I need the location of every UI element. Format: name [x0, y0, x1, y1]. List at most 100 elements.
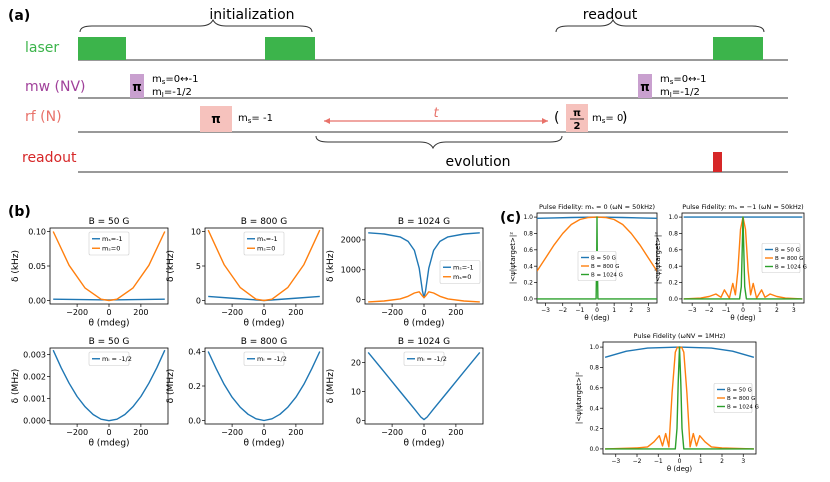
- legend-box: [577, 250, 617, 282]
- y-tick-label: 0.4: [589, 405, 599, 412]
- panel-c-label: (c): [500, 210, 521, 226]
- legend-label: mᵢ = -1/2: [102, 355, 132, 363]
- legend-box: [88, 231, 130, 256]
- y-tick-label: 0.8: [523, 231, 533, 238]
- legend-label: B = 800 G: [775, 256, 803, 262]
- chart-title: Pulse Fidelity: mₛ = 0 (ωN = 50kHz): [539, 203, 655, 211]
- legend-label: mₛ=0: [257, 245, 275, 253]
- x-tick-label: −200: [221, 428, 243, 437]
- x-tick-label: −3: [688, 307, 697, 314]
- y-tick-label: 0.4: [668, 263, 678, 270]
- x-tick-label: −2: [558, 307, 567, 314]
- row-label-laser: laser: [25, 40, 59, 56]
- chart-title: B = 50 G: [89, 337, 130, 347]
- x-axis-label: θ (mdeg): [403, 439, 444, 449]
- y-tick-label: 0.2: [668, 280, 678, 287]
- x-tick-label: 2: [720, 458, 724, 465]
- chart-b-50g-khz: B = 50 G −200 0 200 0.00 0.05 0.10 θ (mdeg) δ (k…: [11, 217, 169, 329]
- y-tick-label: 10: [351, 387, 361, 396]
- series-group: [207, 229, 321, 302]
- y-axis-label: δ (MHz): [166, 369, 176, 404]
- chart-b-800g-khz: B = 800 G −200 0 200 0 5 10 θ (mdeg) δ (kHz) mₛ=-…: [166, 217, 324, 329]
- x-tick-label: 0: [678, 458, 682, 465]
- x-tick-label: −2: [633, 458, 642, 465]
- half-pi-den: 2: [574, 121, 581, 132]
- y-axis-label: δ (kHz): [166, 250, 176, 282]
- legend-box: [761, 242, 801, 274]
- panel-a: (a) initialization readout laser mw (NV)…: [8, 7, 788, 173]
- series-line: [52, 349, 166, 422]
- series-line: [605, 346, 754, 450]
- chart-b-50g-mhz: B = 50 G −200 0 200 0.000 0.001 0.002 0.003 θ (m…: [11, 337, 169, 449]
- y-axis-label: δ (MHz): [326, 369, 336, 404]
- y-tick-label: 0.0: [523, 296, 533, 303]
- series-group: [207, 351, 321, 422]
- x-tick-label: 1: [612, 307, 616, 314]
- y-axis-label: |<ψ|ψtarget>|²: [509, 232, 517, 284]
- legend-label: B = 50 G: [727, 387, 752, 393]
- x-axis-label: θ (deg): [584, 314, 609, 322]
- y-tick-label: 1000: [341, 266, 361, 275]
- y-tick-label: 5: [196, 262, 201, 271]
- y-tick-label: 1.0: [589, 344, 599, 351]
- chart-title: B = 50 G: [89, 217, 130, 227]
- y-tick-label: 0.003: [23, 350, 46, 359]
- t-label: t: [433, 106, 439, 121]
- x-axis-label: θ (mdeg): [243, 439, 284, 449]
- y-tick-label: 0.0: [589, 446, 599, 453]
- x-tick-label: 2: [775, 307, 779, 314]
- rf-pi-pulse: [200, 106, 232, 132]
- x-tick-label: 0: [106, 428, 111, 437]
- series-line: [683, 216, 803, 300]
- y-axis-label: δ (kHz): [11, 250, 21, 282]
- legend-box: [88, 351, 130, 366]
- chart-c-fidelity-ms0: Pulse Fidelity: mₛ = 0 (ωN = 50kHz) −3 −2 −…: [509, 203, 658, 322]
- x-tick-label: 3: [792, 307, 796, 314]
- y-tick-label: 0.6: [668, 247, 678, 254]
- y-tick-label: 0.4: [523, 263, 533, 270]
- series-line: [537, 216, 657, 300]
- half-pi-num: π: [573, 108, 581, 119]
- y-tick-label: 1.0: [668, 214, 678, 221]
- x-tick-label: 200: [448, 308, 463, 317]
- series-line: [367, 351, 481, 421]
- chart-b-1024g-mhz: B = 1024 G −200 0 200 0 10 20 θ (mdeg) δ (MHz) mᵢ…: [326, 337, 484, 449]
- x-tick-label: 0: [261, 428, 266, 437]
- legend-label: mᵢ = -1/2: [257, 355, 287, 363]
- y-tick-label: 0.8: [668, 231, 678, 238]
- rf-state-1: ms= -1: [238, 113, 273, 125]
- chart-c-fidelity-ms-1: Pulse Fidelity: mₛ = −1 (ωN = 50kHz) −3 −2…: [654, 203, 807, 322]
- x-tick-label: −1: [575, 307, 584, 314]
- row-label-readout: readout: [22, 150, 77, 166]
- y-tick-label: 0.0: [668, 296, 678, 303]
- legend-label: mₛ=0: [102, 245, 120, 253]
- legend-label: B = 800 G: [727, 396, 755, 402]
- mw-pi-pulse-1: [130, 74, 144, 98]
- y-tick-label: 0.6: [589, 385, 599, 392]
- y-tick-label: 0: [196, 296, 201, 305]
- readout-pulse: [713, 152, 722, 172]
- rf-pi-label: π: [211, 112, 221, 126]
- row-label-rf: rf (N): [25, 109, 62, 125]
- y-tick-label: 20: [351, 358, 361, 367]
- x-tick-label: −3: [541, 307, 550, 314]
- y-tick-label: 0.2: [523, 280, 533, 287]
- series-line: [368, 291, 480, 303]
- series-group: [604, 346, 755, 450]
- x-tick-label: 3: [647, 307, 651, 314]
- legend-label: B = 1024 G: [591, 272, 623, 278]
- y-tick-label: 0.002: [23, 372, 46, 381]
- y-axis-label: |<ψ|ψtarget>|²: [575, 372, 583, 424]
- x-tick-label: 0: [741, 307, 745, 314]
- y-axis-label: δ (kHz): [326, 250, 336, 282]
- legend-label: mₛ=-1: [453, 264, 474, 272]
- legend-label: mₛ=-1: [102, 235, 123, 243]
- y-axis-label: δ (MHz): [11, 369, 21, 404]
- x-axis-label: θ (deg): [667, 465, 692, 473]
- series-line: [207, 229, 321, 302]
- chart-b-800g-mhz: B = 800 G −200 0 200 0.0 0.2 0.4 θ (mdeg) δ (MHz…: [166, 337, 324, 449]
- legend-label: B = 800 G: [591, 264, 619, 270]
- y-tick-label: 0: [356, 416, 361, 425]
- legend-label: B = 50 G: [775, 247, 800, 253]
